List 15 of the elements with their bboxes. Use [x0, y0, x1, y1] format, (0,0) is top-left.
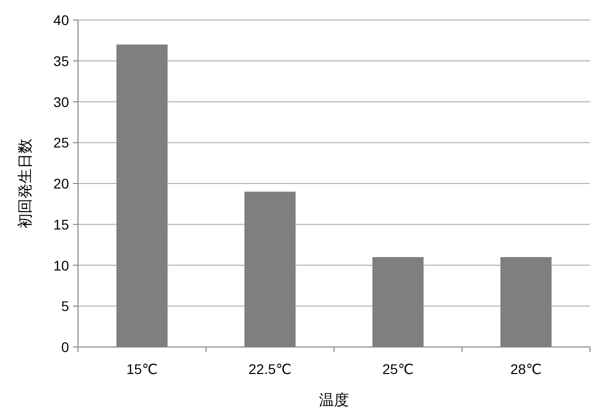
- y-tick-label: 15: [53, 216, 70, 232]
- x-tick-label: 25℃: [382, 361, 414, 377]
- y-axis-title: 初回発生日数: [17, 138, 34, 228]
- y-tick-label: 20: [53, 176, 70, 192]
- x-tick-label: 15℃: [126, 361, 158, 377]
- y-tick-label: 40: [53, 12, 70, 28]
- x-tick-label: 22.5℃: [248, 361, 292, 377]
- y-tick-label: 0: [61, 339, 70, 355]
- x-axis-title: 温度: [319, 392, 349, 409]
- x-tick-label: 28℃: [510, 361, 542, 377]
- y-tick-label: 5: [61, 298, 70, 314]
- y-tick-label: 25: [53, 134, 70, 151]
- y-tick-label: 35: [53, 52, 70, 69]
- y-tick-label: 30: [53, 94, 70, 110]
- y-tick-label: 10: [53, 257, 70, 274]
